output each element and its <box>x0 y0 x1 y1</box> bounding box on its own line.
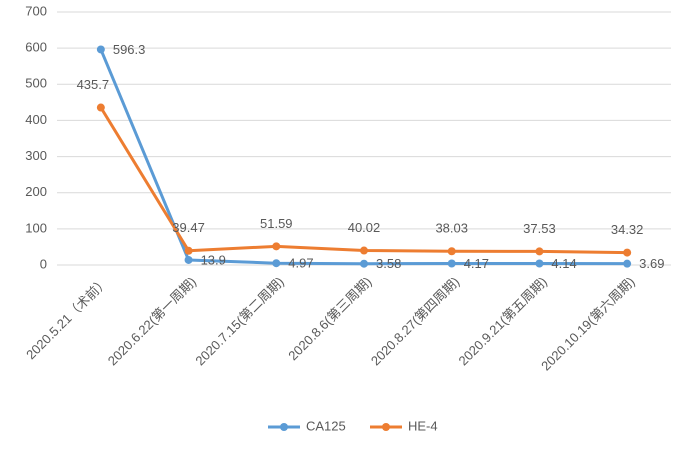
data-label: 3.69 <box>639 256 664 271</box>
x-tick-label: 2020.8.27(第四周期) <box>368 274 462 368</box>
data-label: 13.9 <box>201 252 226 267</box>
data-label: 596.3 <box>113 42 146 57</box>
x-tick-label: 2020.5.21（术前） <box>23 274 111 362</box>
data-label: 38.03 <box>435 221 468 236</box>
point <box>96 103 105 112</box>
point <box>535 259 544 268</box>
x-tick-label: 2020.8.6(第三周期) <box>285 274 374 363</box>
data-label: 4.17 <box>464 256 489 271</box>
data-label: 34.32 <box>611 222 644 237</box>
point <box>184 246 193 255</box>
y-tick-label: 400 <box>25 112 47 127</box>
point <box>96 45 105 54</box>
y-tick-label: 300 <box>25 148 47 163</box>
x-tick-label: 2020.7.15(第二周期) <box>192 274 286 368</box>
data-label: 3.58 <box>376 256 401 271</box>
point <box>447 247 456 256</box>
y-tick-label: 0 <box>40 256 47 271</box>
point <box>623 259 632 268</box>
point <box>535 247 544 256</box>
x-tick-label: 2020.10.19(第六周期) <box>538 274 638 374</box>
data-label: 37.53 <box>523 221 556 236</box>
data-label: 51.59 <box>260 216 293 231</box>
legend-marker <box>280 423 288 431</box>
legend-label: CA125 <box>306 418 346 433</box>
point <box>447 259 456 268</box>
point <box>623 248 632 257</box>
point <box>272 242 281 251</box>
point <box>184 255 193 264</box>
legend-marker <box>382 423 390 431</box>
y-tick-label: 200 <box>25 184 47 199</box>
y-tick-label: 600 <box>25 40 47 55</box>
y-tick-label: 700 <box>25 3 47 18</box>
y-tick-label: 500 <box>25 76 47 91</box>
legend-label: HE-4 <box>408 418 438 433</box>
point <box>360 259 368 268</box>
data-label: 435.7 <box>77 77 110 92</box>
data-label: 40.02 <box>348 220 381 235</box>
point <box>360 246 368 255</box>
data-label: 4.97 <box>288 256 313 271</box>
data-label: 4.14 <box>551 256 576 271</box>
x-tick-label: 2020.9.21(第五周期) <box>456 274 550 368</box>
x-tick-label: 2020.6.22(第一周期) <box>105 274 199 368</box>
data-label: 39.47 <box>172 220 205 235</box>
point <box>272 259 281 268</box>
y-tick-label: 100 <box>25 220 47 235</box>
